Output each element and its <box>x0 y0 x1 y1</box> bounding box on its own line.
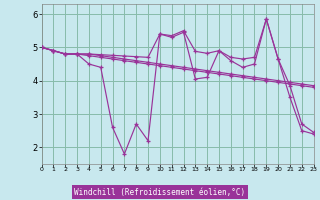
Text: Windchill (Refroidissement éolien,°C): Windchill (Refroidissement éolien,°C) <box>75 188 245 196</box>
